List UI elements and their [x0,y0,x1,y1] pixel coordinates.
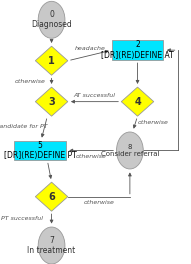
FancyBboxPatch shape [112,40,163,60]
Text: headache: headache [74,46,105,51]
Polygon shape [35,182,68,211]
Text: 3: 3 [48,97,55,107]
Text: 1: 1 [48,56,55,66]
Text: otherwise: otherwise [137,120,168,125]
Circle shape [38,1,65,38]
Text: otherwise: otherwise [84,200,115,205]
Text: 7
In treatment: 7 In treatment [28,236,76,255]
Circle shape [117,132,143,169]
Text: otherwise: otherwise [75,154,106,159]
Text: 8
Consider referral: 8 Consider referral [101,144,159,157]
Text: 6: 6 [48,192,55,202]
Polygon shape [121,87,154,116]
Text: 0
Diagnosed: 0 Diagnosed [31,10,72,30]
FancyBboxPatch shape [14,140,66,160]
Text: candidate for PT: candidate for PT [0,124,48,129]
Text: AT successful: AT successful [74,93,116,98]
Text: otherwise: otherwise [15,79,46,83]
Polygon shape [35,87,68,116]
Text: 2
[DR](RE)DEFINE AT: 2 [DR](RE)DEFINE AT [101,40,174,60]
Text: 5
[DR](RE)DEFINE PT: 5 [DR](RE)DEFINE PT [4,141,76,160]
Text: PT successful: PT successful [1,216,43,221]
Text: 4: 4 [134,97,141,107]
Polygon shape [35,46,68,75]
Circle shape [38,227,65,264]
